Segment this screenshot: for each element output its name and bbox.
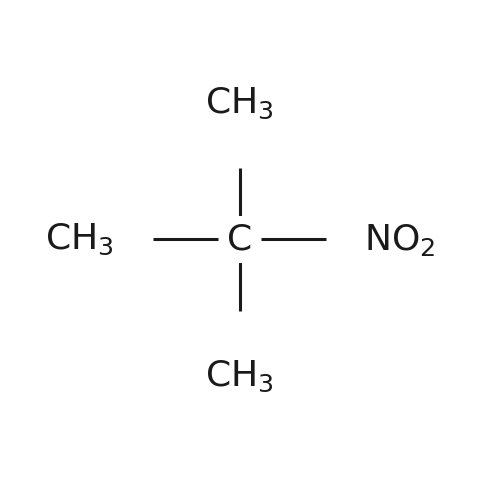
Text: C: C	[227, 223, 252, 256]
Text: CH$_3$: CH$_3$	[205, 358, 274, 394]
Text: CH$_3$: CH$_3$	[205, 85, 274, 121]
Text: NO$_2$: NO$_2$	[364, 221, 436, 258]
Text: CH$_3$: CH$_3$	[45, 222, 114, 257]
